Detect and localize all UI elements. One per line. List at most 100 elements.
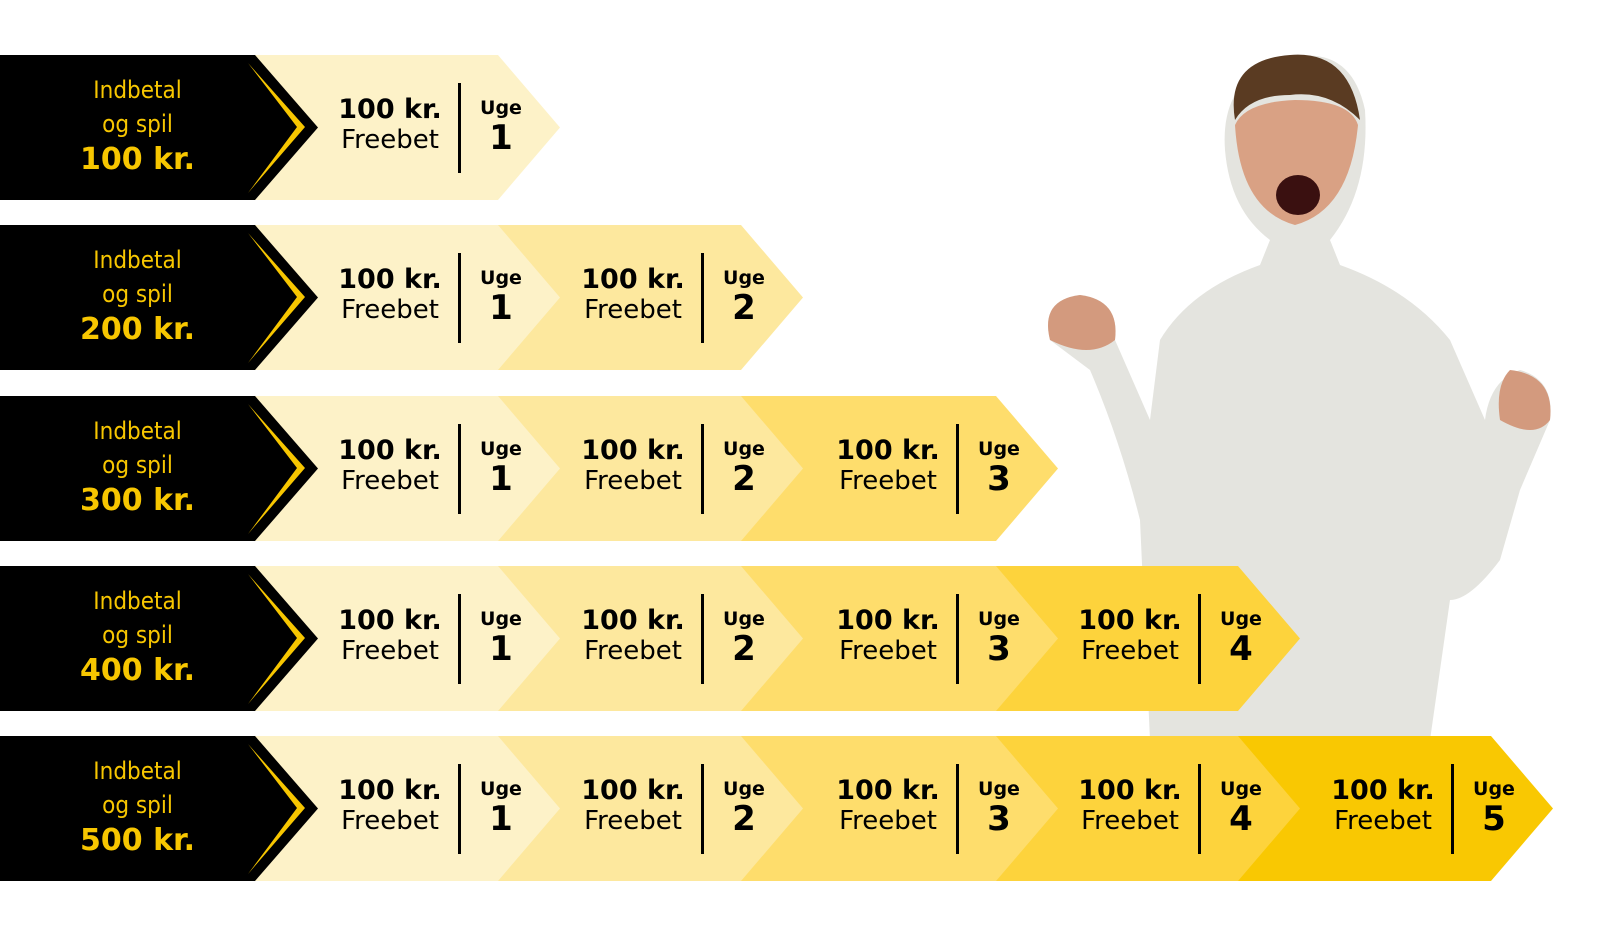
deposit-line1: Indbetal [93, 587, 182, 615]
freebet-value: 100 kr. [338, 264, 442, 295]
freebet-type: Freebet [341, 636, 439, 666]
freebet-value: 100 kr. [836, 605, 940, 636]
freebet-value: 100 kr. [1331, 775, 1435, 806]
offer-row: Indbetal og spil 300 kr. 100 kr. Freebet… [0, 396, 1600, 541]
week-number: 1 [489, 799, 513, 839]
week-label: Uge [1473, 778, 1515, 800]
freebet-type: Freebet [584, 806, 682, 836]
week-label: Uge [480, 97, 522, 119]
freebet-type: Freebet [1081, 806, 1179, 836]
freebet-type: Freebet [839, 466, 937, 496]
week-number: 1 [489, 118, 513, 158]
freebet-value: 100 kr. [338, 94, 442, 125]
freebet-type: Freebet [341, 466, 439, 496]
deposit-label: Indbetal og spil 400 kr. [0, 566, 318, 711]
freebet-type: Freebet [341, 125, 439, 155]
deposit-line1: Indbetal [93, 417, 182, 445]
week-number: 3 [987, 799, 1011, 839]
freebet-type: Freebet [584, 466, 682, 496]
week-label: Uge [978, 778, 1020, 800]
week-number: 1 [489, 629, 513, 669]
deposit-line2: og spil [102, 451, 173, 479]
divider [458, 83, 461, 173]
week-number: 2 [732, 288, 756, 328]
week-label: Uge [978, 608, 1020, 630]
freebet-value: 100 kr. [836, 775, 940, 806]
deposit-line1: Indbetal [93, 76, 182, 104]
freebet-type: Freebet [1081, 636, 1179, 666]
freebet-value: 100 kr. [338, 435, 442, 466]
divider [701, 253, 704, 343]
freebet-value: 100 kr. [338, 605, 442, 636]
divider [1198, 594, 1201, 684]
week-label: Uge [723, 778, 765, 800]
freebet-value: 100 kr. [581, 775, 685, 806]
divider [1198, 764, 1201, 854]
divider [458, 764, 461, 854]
freebet-value: 100 kr. [581, 264, 685, 295]
freebet-value: 100 kr. [1078, 775, 1182, 806]
freebet-value: 100 kr. [581, 435, 685, 466]
week-number: 1 [489, 288, 513, 328]
divider [956, 424, 959, 514]
freebet-type: Freebet [839, 636, 937, 666]
week-number: 5 [1482, 799, 1506, 839]
freebet-type: Freebet [839, 806, 937, 836]
divider [701, 594, 704, 684]
offer-row: Indbetal og spil 400 kr. 100 kr. Freebet… [0, 566, 1600, 711]
week-label: Uge [480, 778, 522, 800]
deposit-line2: og spil [102, 791, 173, 819]
week-number: 3 [987, 459, 1011, 499]
deposit-line2: og spil [102, 280, 173, 308]
week-label: Uge [978, 438, 1020, 460]
freebet-week-1: 100 kr. Freebet Uge 1 [230, 55, 560, 200]
freebet-value: 100 kr. [338, 775, 442, 806]
deposit-label: Indbetal og spil 300 kr. [0, 396, 318, 541]
divider [458, 594, 461, 684]
freebet-week-1: 100 kr. Freebet Uge 1 [230, 736, 560, 881]
freebet-value: 100 kr. [1078, 605, 1182, 636]
deposit-label: Indbetal og spil 500 kr. [0, 736, 318, 881]
deposit-label: Indbetal og spil 200 kr. [0, 225, 318, 370]
divider [701, 764, 704, 854]
week-label: Uge [723, 438, 765, 460]
week-label: Uge [1220, 778, 1262, 800]
deposit-label: Indbetal og spil 100 kr. [0, 55, 318, 200]
week-label: Uge [480, 438, 522, 460]
week-number: 2 [732, 629, 756, 669]
freebet-type: Freebet [341, 806, 439, 836]
deposit-amount: 200 kr. [80, 312, 195, 347]
deposit-amount: 300 kr. [80, 483, 195, 518]
freebet-type: Freebet [584, 295, 682, 325]
divider [956, 764, 959, 854]
offer-row: Indbetal og spil 100 kr. 100 kr. Freebet… [0, 55, 1600, 200]
offer-row: Indbetal og spil 200 kr. 100 kr. Freebet… [0, 225, 1600, 370]
deposit-line2: og spil [102, 621, 173, 649]
deposit-line1: Indbetal [93, 757, 182, 785]
deposit-amount: 100 kr. [80, 142, 195, 177]
divider [701, 424, 704, 514]
freebet-type: Freebet [341, 295, 439, 325]
divider [1451, 764, 1454, 854]
freebet-value: 100 kr. [836, 435, 940, 466]
week-number: 1 [489, 459, 513, 499]
freebet-value: 100 kr. [581, 605, 685, 636]
week-number: 3 [987, 629, 1011, 669]
divider [956, 594, 959, 684]
deposit-line1: Indbetal [93, 246, 182, 274]
week-label: Uge [723, 608, 765, 630]
offer-row: Indbetal og spil 500 kr. 100 kr. Freebet… [0, 736, 1600, 881]
divider [458, 424, 461, 514]
week-number: 4 [1229, 629, 1253, 669]
week-label: Uge [1220, 608, 1262, 630]
freebet-type: Freebet [1334, 806, 1432, 836]
divider [458, 253, 461, 343]
week-label: Uge [723, 267, 765, 289]
deposit-line2: og spil [102, 110, 173, 138]
freebet-type: Freebet [584, 636, 682, 666]
freebet-week-3: 100 kr. Freebet Uge 3 [741, 736, 1058, 881]
week-number: 4 [1229, 799, 1253, 839]
week-label: Uge [480, 608, 522, 630]
deposit-amount: 500 kr. [80, 823, 195, 858]
deposit-amount: 400 kr. [80, 653, 195, 688]
